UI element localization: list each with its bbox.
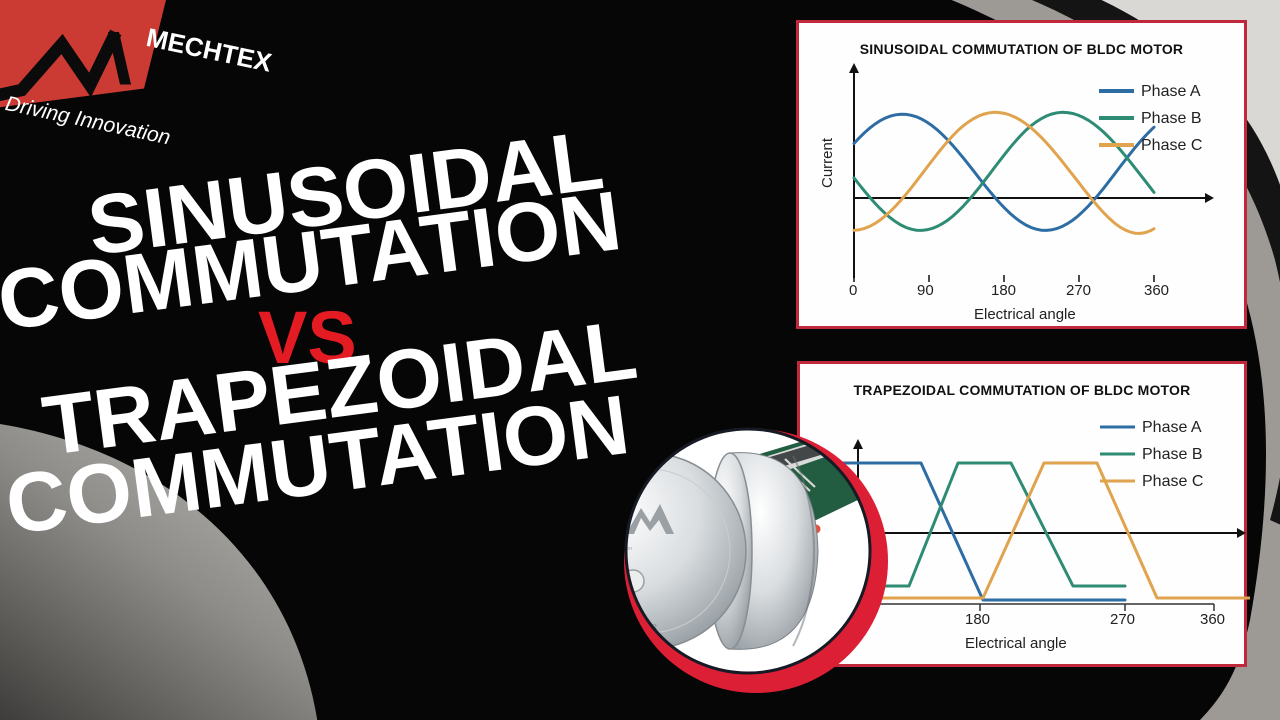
svg-text:Phase B: Phase B <box>1141 110 1201 127</box>
svg-text:180: 180 <box>991 282 1016 299</box>
svg-text:270: 270 <box>1066 282 1091 299</box>
svg-text:Electrical angle: Electrical angle <box>965 635 1067 652</box>
svg-text:Phase B: Phase B <box>1142 446 1202 463</box>
svg-text:Current: Current <box>819 137 836 188</box>
svg-text:0: 0 <box>848 611 856 628</box>
svg-text:270: 270 <box>1110 611 1135 628</box>
svg-text:0: 0 <box>849 282 857 299</box>
svg-text:360: 360 <box>1200 611 1225 628</box>
svg-text:Phase C: Phase C <box>1142 473 1203 490</box>
svg-text:Electrical angle: Electrical angle <box>974 306 1076 323</box>
svg-text:Phase A: Phase A <box>1141 83 1201 100</box>
svg-text:180: 180 <box>965 611 990 628</box>
svg-text:Phase A: Phase A <box>1142 419 1202 436</box>
svg-text:Phase C: Phase C <box>1141 137 1202 154</box>
svg-text:360: 360 <box>1144 282 1169 299</box>
svg-text:90: 90 <box>917 282 934 299</box>
